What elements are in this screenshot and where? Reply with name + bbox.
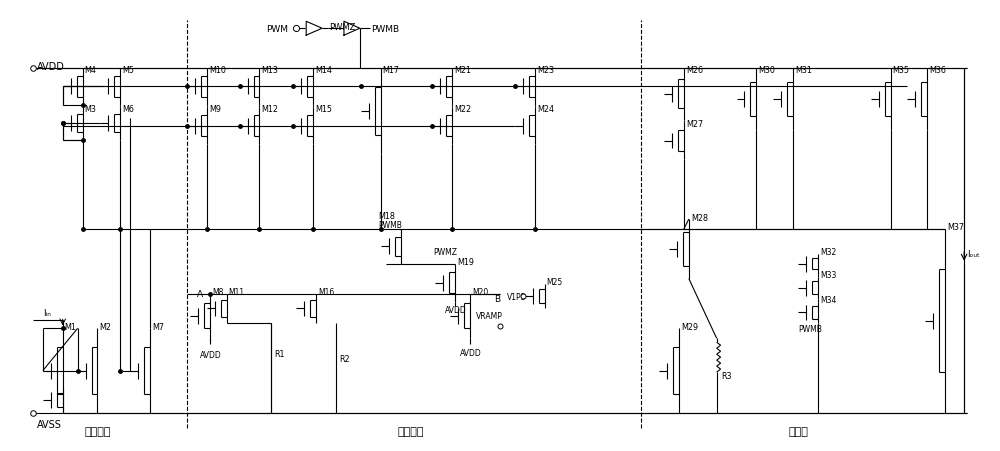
Text: AVDD: AVDD — [460, 348, 482, 357]
Text: M4: M4 — [85, 66, 96, 75]
Text: M15: M15 — [315, 105, 332, 114]
Text: M29: M29 — [681, 322, 698, 331]
Text: M6: M6 — [122, 105, 134, 114]
Text: V1P5: V1P5 — [507, 292, 526, 301]
Text: PWMB: PWMB — [798, 324, 822, 333]
Text: M9: M9 — [209, 105, 221, 114]
Text: M32: M32 — [820, 248, 836, 257]
Text: M19: M19 — [457, 258, 474, 267]
Text: M16: M16 — [318, 287, 334, 296]
Text: R2: R2 — [339, 354, 350, 363]
Text: M12: M12 — [261, 105, 278, 114]
Text: M25: M25 — [547, 277, 563, 286]
Text: PWMB: PWMB — [379, 221, 403, 230]
Text: M34: M34 — [820, 295, 836, 304]
Text: M17: M17 — [383, 66, 400, 75]
Text: M27: M27 — [686, 120, 703, 129]
Text: AVDD: AVDD — [200, 350, 222, 359]
Text: PWMZ: PWMZ — [329, 23, 355, 32]
Polygon shape — [344, 22, 360, 36]
Text: M13: M13 — [261, 66, 278, 75]
Text: Iᵢₙ: Iᵢₙ — [43, 308, 51, 317]
Text: M33: M33 — [820, 271, 836, 280]
Text: M22: M22 — [454, 105, 471, 114]
Text: M2: M2 — [99, 322, 111, 331]
Text: AVDD: AVDD — [37, 62, 65, 72]
Text: PWM: PWM — [266, 25, 288, 34]
Text: A: A — [197, 290, 203, 299]
Text: M36: M36 — [929, 66, 946, 75]
Text: PWMZ: PWMZ — [433, 248, 457, 257]
Text: R3: R3 — [722, 371, 732, 380]
Text: PWMB: PWMB — [371, 25, 399, 34]
Text: M20: M20 — [472, 287, 488, 296]
Text: R1: R1 — [274, 349, 285, 358]
Text: M5: M5 — [122, 66, 134, 75]
Text: M14: M14 — [315, 66, 332, 75]
Text: M21: M21 — [454, 66, 471, 75]
Text: M18: M18 — [379, 211, 396, 220]
Text: M3: M3 — [85, 105, 96, 114]
Text: M24: M24 — [537, 105, 554, 114]
Text: AVSS: AVSS — [37, 419, 62, 429]
Text: M1: M1 — [65, 322, 77, 331]
Polygon shape — [306, 22, 322, 36]
Text: B: B — [494, 295, 500, 304]
Text: M35: M35 — [893, 66, 910, 75]
Text: 核心电路: 核心电路 — [397, 426, 424, 436]
Text: M23: M23 — [537, 66, 554, 75]
Text: VRAMP: VRAMP — [476, 312, 503, 321]
Text: M8: M8 — [212, 287, 223, 296]
Text: M10: M10 — [209, 66, 226, 75]
Text: M30: M30 — [758, 66, 775, 75]
Text: M7: M7 — [152, 322, 164, 331]
Text: M26: M26 — [686, 66, 703, 75]
Text: M37: M37 — [947, 223, 964, 232]
Text: AVDD: AVDD — [445, 305, 467, 314]
Text: M31: M31 — [795, 66, 812, 75]
Text: M11: M11 — [229, 287, 245, 296]
Text: 偏置电路: 偏置电路 — [84, 426, 111, 436]
Text: 输出级: 输出级 — [788, 426, 808, 436]
Text: M28: M28 — [691, 213, 708, 222]
Text: Iₒᵤₜ: Iₒᵤₜ — [967, 250, 980, 259]
